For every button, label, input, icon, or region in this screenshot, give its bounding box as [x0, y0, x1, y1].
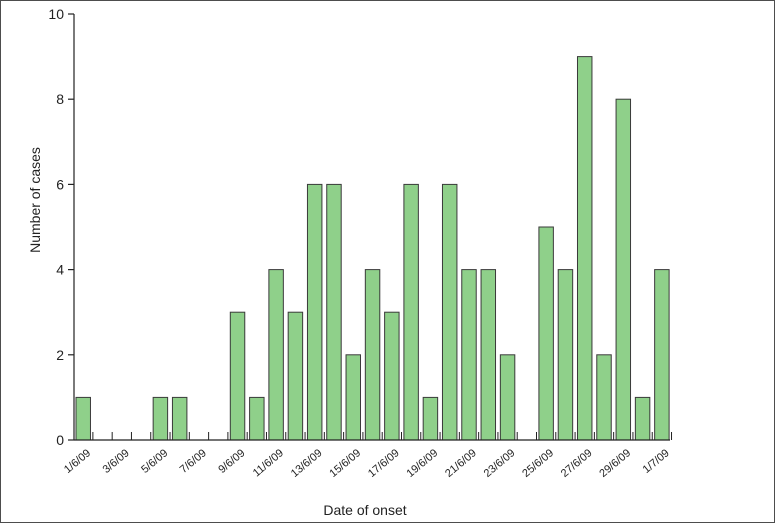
- x-tick-label-21-6-09: 21/6/09: [443, 447, 479, 480]
- x-tick-label-7-6-09: 7/6/09: [178, 447, 209, 476]
- bar-6-6-09: [171, 396, 188, 441]
- bar-27-6-09: [576, 56, 593, 441]
- bar-19-6-09: [422, 396, 439, 441]
- y-tick-label-4: 4: [56, 262, 64, 278]
- x-tick-label-25-6-09: 25/6/09: [520, 447, 556, 480]
- x-tick-label-1-6-09: 1/6/09: [62, 447, 93, 476]
- bar-11-6-09: [268, 269, 284, 441]
- x-tick-label-19-6-09: 19/6/09: [405, 447, 441, 480]
- x-tick-label-5-6-09: 5/6/09: [139, 447, 170, 476]
- bar-1-6-09: [75, 396, 91, 441]
- bar-30-6-09: [634, 396, 651, 441]
- y-tick-label-0: 0: [56, 432, 64, 448]
- y-tick-label-8: 8: [56, 91, 64, 107]
- y-tick-label-2: 2: [56, 347, 64, 363]
- bar-29-6-09: [615, 98, 632, 441]
- x-tick-label-9-6-09: 9/6/09: [216, 447, 247, 476]
- x-tick-label-15-6-09: 15/6/09: [327, 447, 363, 480]
- y-tick-label-6: 6: [56, 176, 64, 192]
- bar-16-6-09: [364, 269, 381, 441]
- bars-group: [75, 56, 670, 441]
- bar-26-6-09: [557, 269, 574, 441]
- bar-17-6-09: [384, 311, 400, 441]
- x-tick-label-1-7-09: 1/7/09: [641, 447, 672, 476]
- x-tick-label-3-6-09: 3/6/09: [101, 447, 132, 476]
- bar-20-6-09: [441, 183, 458, 441]
- bar-23-6-09: [499, 354, 516, 441]
- bar-18-6-09: [403, 183, 419, 441]
- x-tick-label-11-6-09: 11/6/09: [251, 447, 286, 479]
- x-tick-label-27-6-09: 27/6/09: [559, 447, 595, 480]
- bar-13-6-09: [306, 183, 323, 441]
- x-tick-label-29-6-09: 29/6/09: [597, 447, 633, 480]
- bar-25-6-09: [538, 226, 554, 441]
- bar-21-6-09: [461, 269, 477, 441]
- bar-28-6-09: [596, 354, 612, 441]
- bar-5-6-09: [152, 396, 169, 441]
- x-tick-label-23-6-09: 23/6/09: [482, 447, 518, 480]
- y-axis-title: Number of cases: [27, 147, 43, 253]
- bar-14-6-09: [326, 183, 342, 441]
- bar-1-7-09: [654, 269, 670, 441]
- y-ticks-group: 0 2 4 6 8 10: [48, 6, 74, 448]
- axes-group: [73, 14, 670, 441]
- bar-22-6-09: [480, 269, 497, 441]
- bar-10-6-09: [249, 396, 265, 441]
- y-tick-label-10: 10: [48, 6, 64, 22]
- x-tick-label-13-6-09: 13/6/09: [289, 447, 325, 480]
- x-axis-title: Date of onset: [323, 502, 406, 518]
- x-tick-label-17-6-09: 17/6/09: [366, 447, 402, 480]
- bar-9-6-09: [229, 311, 246, 441]
- bar-12-6-09: [287, 311, 304, 441]
- bar-15-6-09: [345, 354, 361, 441]
